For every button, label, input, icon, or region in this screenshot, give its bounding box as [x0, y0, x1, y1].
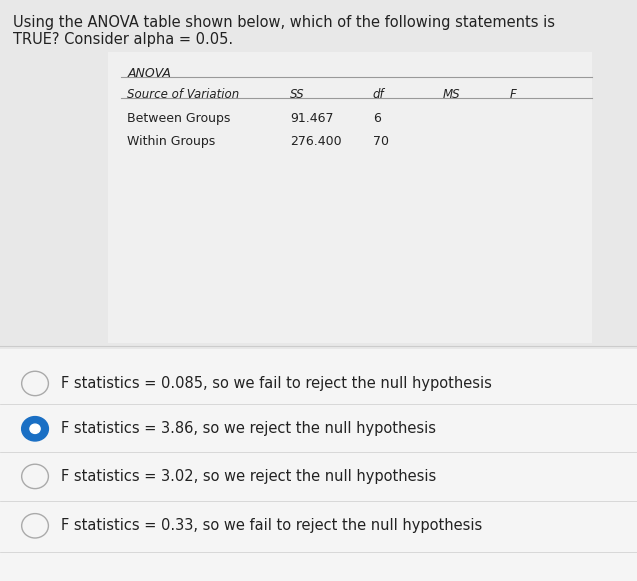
Text: F statistics = 0.33, so we fail to reject the null hypothesis: F statistics = 0.33, so we fail to rejec… — [61, 518, 482, 533]
FancyBboxPatch shape — [108, 52, 592, 343]
Text: 276.400: 276.400 — [290, 135, 341, 148]
Circle shape — [22, 514, 48, 538]
Circle shape — [22, 371, 48, 396]
Text: TRUE? Consider alpha = 0.05.: TRUE? Consider alpha = 0.05. — [13, 32, 233, 47]
Circle shape — [22, 464, 48, 489]
Text: F: F — [510, 88, 517, 101]
Text: F statistics = 3.02, so we reject the null hypothesis: F statistics = 3.02, so we reject the nu… — [61, 469, 436, 484]
Circle shape — [30, 424, 40, 433]
Circle shape — [22, 417, 48, 441]
Text: 70: 70 — [373, 135, 389, 148]
Text: Within Groups: Within Groups — [127, 135, 216, 148]
Text: 91.467: 91.467 — [290, 112, 333, 124]
Text: Between Groups: Between Groups — [127, 112, 231, 124]
Text: MS: MS — [443, 88, 461, 101]
Text: 6: 6 — [373, 112, 380, 124]
Text: Using the ANOVA table shown below, which of the following statements is: Using the ANOVA table shown below, which… — [13, 15, 555, 30]
Text: F statistics = 3.86, so we reject the null hypothesis: F statistics = 3.86, so we reject the nu… — [61, 421, 436, 436]
Text: ANOVA: ANOVA — [127, 67, 171, 80]
FancyBboxPatch shape — [0, 349, 637, 581]
Text: F statistics = 0.085, so we fail to reject the null hypothesis: F statistics = 0.085, so we fail to reje… — [61, 376, 491, 391]
Text: df: df — [373, 88, 384, 101]
Text: SS: SS — [290, 88, 304, 101]
Text: Source of Variation: Source of Variation — [127, 88, 240, 101]
